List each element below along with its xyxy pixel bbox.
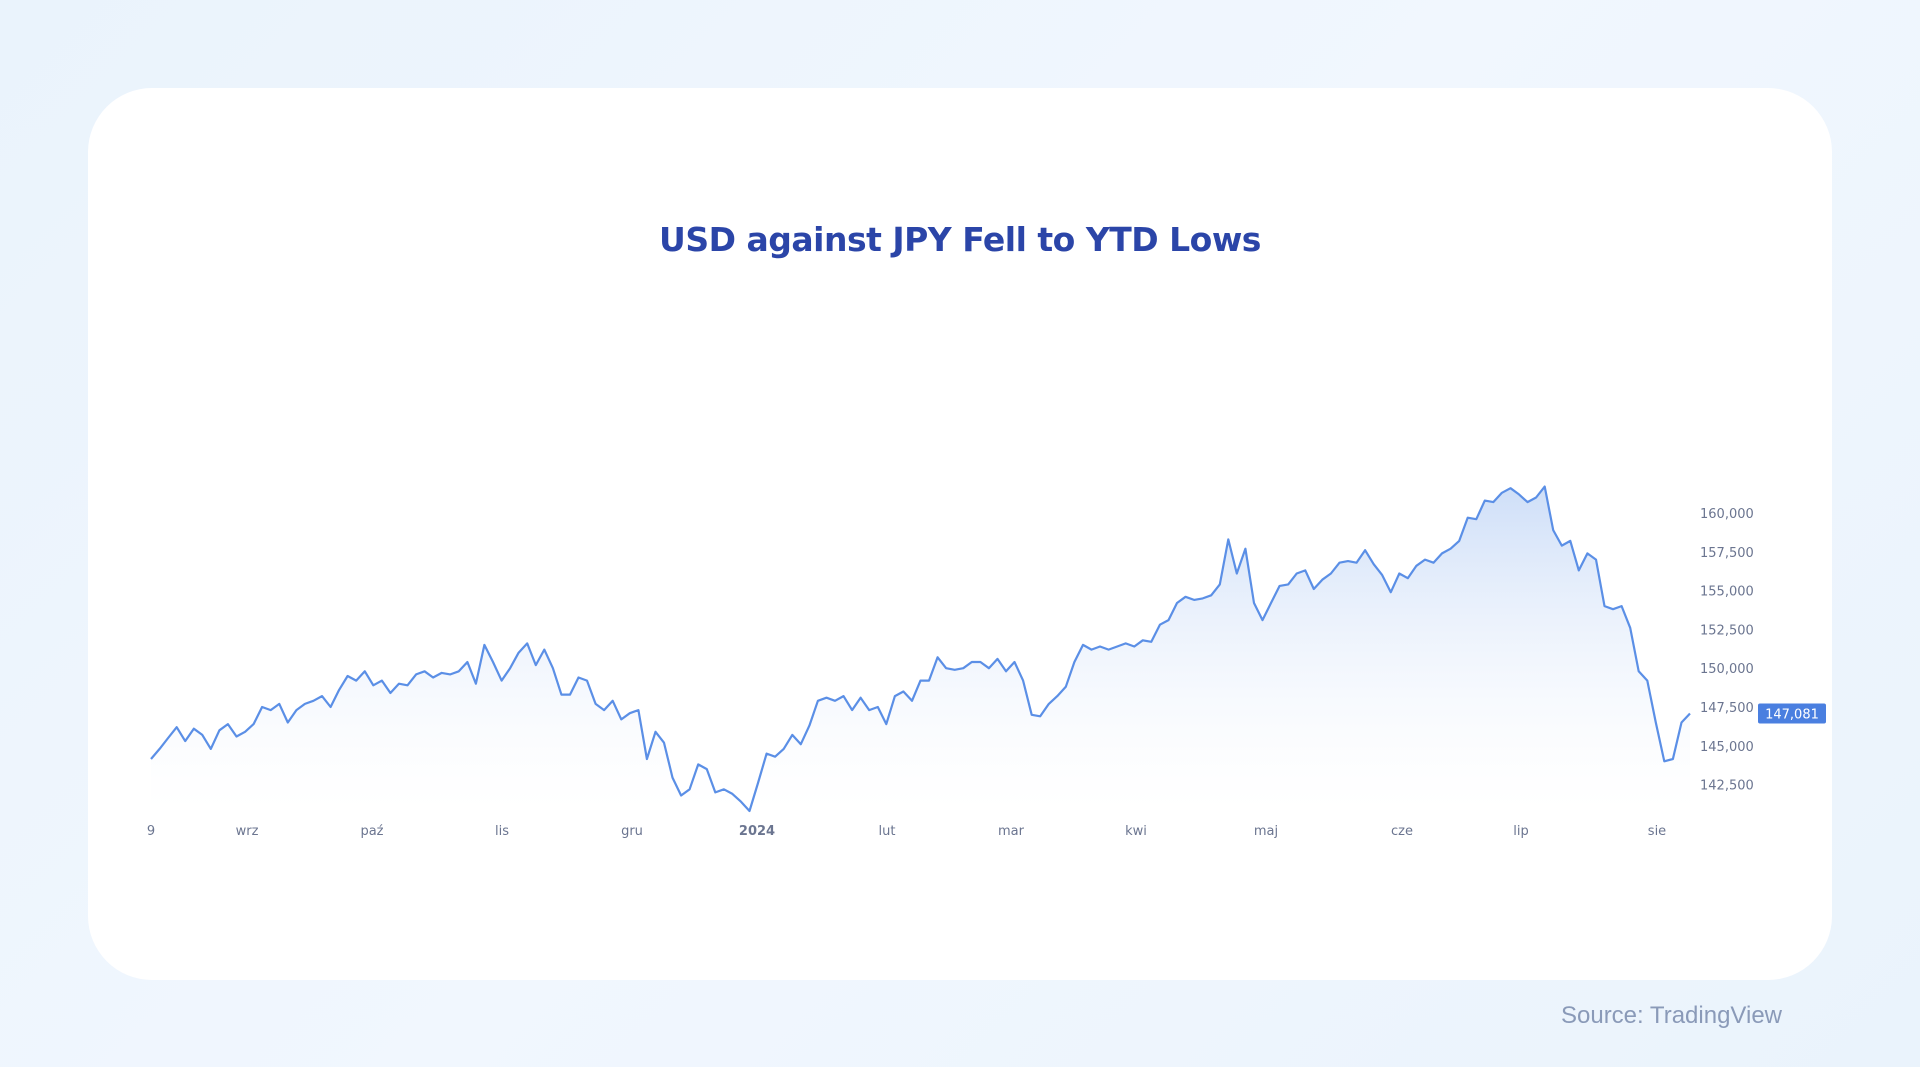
y-tick-label: 152,500	[1700, 623, 1754, 638]
chart-title: USD against JPY Fell to YTD Lows	[659, 220, 1261, 259]
x-tick-label: paź	[360, 824, 383, 839]
x-tick-label: sie	[1648, 824, 1666, 839]
x-tick-label: mar	[998, 824, 1025, 839]
x-tick-label: cze	[1391, 824, 1413, 839]
x-tick-label: gru	[621, 824, 643, 839]
x-tick-label: 9	[147, 824, 155, 839]
x-tick-label: kwi	[1125, 824, 1147, 839]
area-fill	[151, 486, 1690, 812]
y-tick-label: 147,500	[1700, 701, 1754, 716]
y-tick-label: 160,000	[1700, 507, 1754, 522]
y-tick-label: 145,000	[1700, 740, 1754, 755]
x-tick-label: lip	[1513, 824, 1528, 839]
y-tick-label: 150,000	[1700, 662, 1754, 677]
x-tick-label: lut	[879, 824, 896, 839]
x-tick-label: 2024	[739, 824, 775, 839]
last-price-label: 147,081	[1765, 708, 1819, 723]
y-tick-label: 157,500	[1700, 546, 1754, 561]
x-tick-label: maj	[1254, 824, 1278, 839]
last-price-badge	[1758, 703, 1826, 724]
y-tick-label: 155,000	[1700, 585, 1754, 600]
y-tick-label: 142,500	[1700, 779, 1754, 794]
source-note: Source: TradingView	[1560, 1002, 1782, 1029]
x-tick-label: wrz	[236, 824, 259, 839]
x-tick-label: lis	[495, 824, 509, 839]
price-line	[150, 485, 1691, 813]
